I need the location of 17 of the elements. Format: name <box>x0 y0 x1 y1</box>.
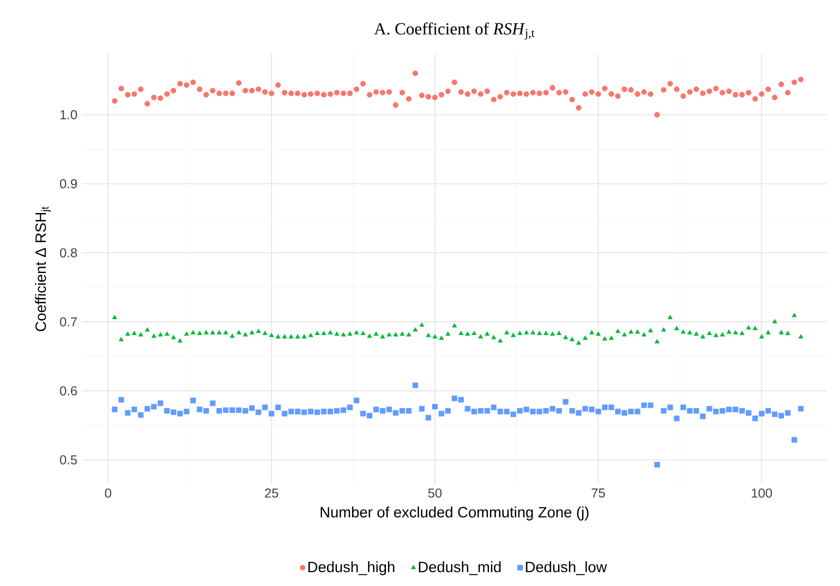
x-tick-label: 25 <box>264 488 278 498</box>
x-axis-title: Number of excluded Commuting Zone (j) <box>320 506 588 520</box>
y-tick-label: 0.9 <box>60 179 77 188</box>
y-tick-label: 0.8 <box>60 248 77 258</box>
x-tick-label: 75 <box>592 488 605 498</box>
y-tick-label: 0.6 <box>60 386 77 396</box>
x-tick-label: 50 <box>428 488 442 498</box>
y-tick-label: 0.7 <box>60 317 77 326</box>
y-tick-label: 0.5 <box>60 455 77 464</box>
y-axis-title: Coefficient Δ RSH$_{jt}$ <box>35 206 51 332</box>
legend-label: Dedush_mid <box>418 561 501 576</box>
x-tick-label: 100 <box>752 488 772 498</box>
y-tick-label: 1.0 <box>60 110 77 120</box>
legend-label: Dedush_high <box>308 561 394 576</box>
chart-title: A. Coefficient of RSH$_{j,t}$ <box>374 22 534 40</box>
x-tick-label: 0 <box>105 488 112 498</box>
legend-label: Dedush_low <box>526 561 607 576</box>
